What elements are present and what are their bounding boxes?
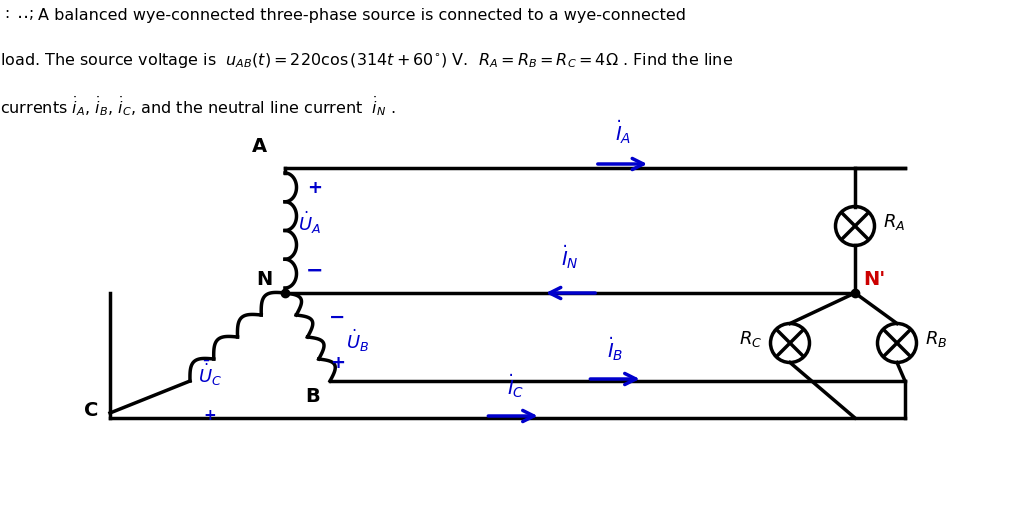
Text: N: N [257,270,273,289]
Text: +: + [204,408,216,423]
Text: $R_B$: $R_B$ [925,329,947,349]
Text: ;: ; [29,6,34,21]
Text: load. The source voltage is  $u_{AB}(t)=220\cos\left(314t+60^{\circ}\right)$ V. : load. The source voltage is $u_{AB}(t)=2… [0,51,733,70]
Text: $\dot{U}_A$: $\dot{U}_A$ [298,209,322,236]
Text: +: + [307,179,323,197]
Text: N': N' [863,270,886,289]
Text: :: : [4,6,9,21]
Text: −: − [330,308,346,326]
Text: currents $\dot{i}_A$, $\dot{i}_B$, $\dot{i}_C$, and the neutral line current  $\: currents $\dot{i}_A$, $\dot{i}_B$, $\dot… [0,94,396,118]
Text: $\dot{I}_N$: $\dot{I}_N$ [561,243,579,271]
Text: $\dot{I}_B$: $\dot{I}_B$ [607,335,624,363]
Text: +: + [330,354,345,372]
Text: $\dot{I}_A$: $\dot{I}_A$ [614,118,631,146]
Text: $\dot{I}_C$: $\dot{I}_C$ [507,372,524,400]
Text: $R_A$: $R_A$ [883,212,905,232]
Text: $R_C$: $R_C$ [739,329,763,349]
Text: $\dot{U}_B$: $\dot{U}_B$ [345,328,369,354]
Text: ‥: ‥ [17,4,29,22]
Text: $\bar{\dot{U}}_C$: $\bar{\dot{U}}_C$ [198,358,222,388]
Text: −: − [306,261,324,281]
Text: A balanced wye-connected three-phase source is connected to a wye-connected: A balanced wye-connected three-phase sou… [38,8,686,23]
Text: C: C [84,401,98,419]
Text: B: B [305,387,319,406]
Text: A: A [252,137,267,156]
